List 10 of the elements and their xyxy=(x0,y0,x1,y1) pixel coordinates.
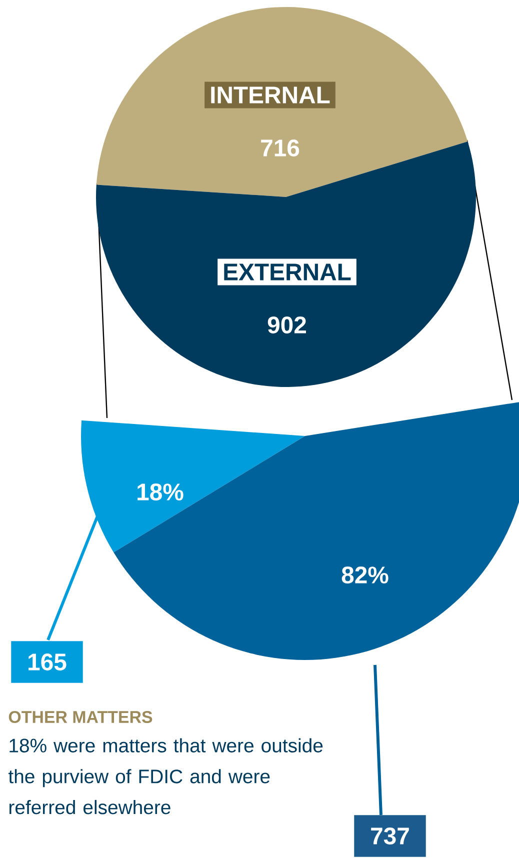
slice-label: EXTERNAL xyxy=(224,264,351,280)
text: 18% were matters that were outside the purview of FDIC and were referred elsewhere xyxy=(8,738,323,814)
data-label: 716 xyxy=(261,140,300,156)
text: 18% xyxy=(138,484,184,500)
data-label: 737 xyxy=(371,828,409,844)
data-label: 165 xyxy=(28,654,66,670)
text: 82% xyxy=(342,566,388,584)
data-label: 902 xyxy=(268,316,306,334)
text: OTHER MATTERS xyxy=(8,710,152,723)
slice-label: INTERNAL xyxy=(211,86,330,104)
